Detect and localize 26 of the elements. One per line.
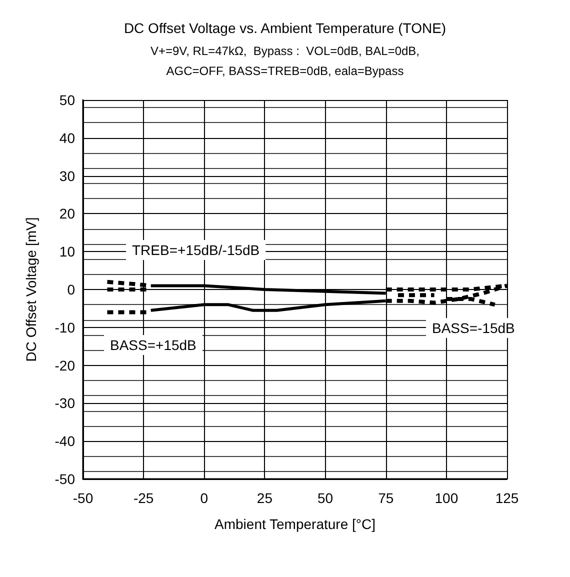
x-tick-label: 75: [378, 490, 394, 506]
y-tick-label: 50: [59, 92, 76, 108]
y-tick-label: 30: [59, 168, 76, 184]
y-tick-label: 40: [59, 130, 76, 146]
chart-subtitle: V+=9V, RL=47kΩ, Bypass : VOL=0dB, BAL=0dB, AGC=OFF, BASS=TREB=0dB, eala=Bypass: [150, 44, 420, 78]
x-tick-label: 0: [200, 490, 208, 506]
annotation: TREB=+15dB/-15dB: [132, 242, 260, 258]
y-tick-label: -30: [54, 395, 76, 412]
annotation: BASS=+15dB: [110, 337, 196, 353]
x-tick-label: -50: [72, 490, 94, 506]
y-tick-label: -50: [54, 471, 76, 487]
y-tick-label: -10: [54, 319, 76, 336]
x-tick-label: 50: [317, 490, 334, 506]
annotation: BASS=-15dB: [432, 320, 515, 336]
x-tick-label: 25: [256, 490, 273, 506]
y-tick-label: 10: [59, 244, 76, 260]
x-tick-label: 125: [495, 490, 519, 506]
chart-title: DC Offset Voltage vs. Ambient Temperature (TONE): [124, 20, 446, 36]
y-axis-title: DC Offset Voltage [mV]: [23, 217, 39, 362]
x-axis-title: Ambient Temperature [°C]: [214, 516, 376, 532]
y-tick-label: -40: [54, 433, 76, 450]
y-tick-label: -20: [54, 357, 76, 374]
x-tick-label: -25: [133, 490, 154, 506]
x-tick-label: 100: [434, 490, 458, 506]
y-tick-label: 20: [59, 206, 76, 222]
y-tick-label: 0: [67, 282, 76, 298]
